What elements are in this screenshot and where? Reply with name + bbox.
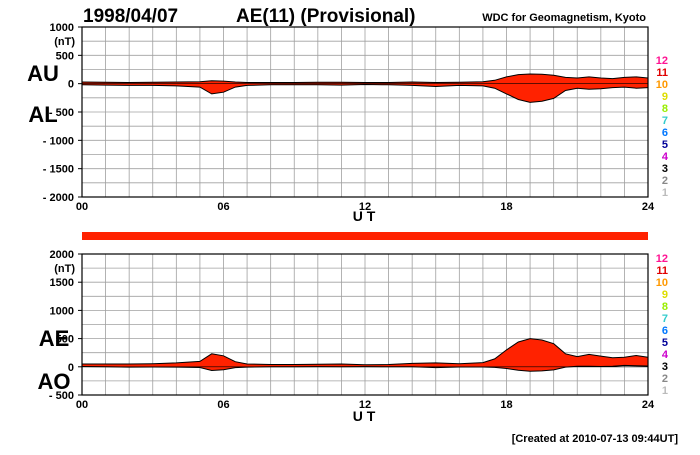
legend-item: 1	[662, 187, 668, 199]
legend-item: 7	[662, 313, 668, 325]
legend-item: 3	[662, 163, 668, 175]
date-title: 1998/04/07	[83, 6, 178, 27]
y-tick-label: 500	[56, 50, 74, 62]
y-tick-label: - 1500	[43, 164, 74, 176]
envelope-fill	[82, 338, 648, 372]
legend-item: 5	[662, 139, 668, 151]
x-tick-label: 24	[642, 201, 655, 213]
x-tick-label: 24	[642, 399, 655, 411]
legend-item: 11	[656, 265, 668, 277]
unit-label-bottom: (nT)	[54, 263, 75, 275]
x-tick-label: 06	[217, 201, 229, 213]
legend-item: 11	[656, 67, 668, 79]
legend-item: 5	[662, 337, 668, 349]
legend-item: 3	[662, 361, 668, 373]
y-tick-label: 2000	[50, 249, 74, 261]
legend-item: 4	[662, 349, 669, 361]
series-line-au	[81, 73, 649, 84]
y-tick-label: 0	[68, 79, 74, 91]
legend-item: 9	[662, 91, 668, 103]
series-line-al	[81, 83, 649, 103]
source-label: WDC for Geomagnetism, Kyoto	[482, 12, 646, 24]
al-label: AL	[28, 102, 57, 127]
legend-item: 7	[662, 115, 668, 127]
legend-item: 8	[662, 103, 668, 115]
y-tick-label: - 1000	[43, 135, 74, 147]
legend-item: 12	[656, 55, 668, 67]
y-tick-label: - 500	[49, 390, 74, 402]
legend-item: 8	[662, 301, 668, 313]
series-line-ae	[82, 338, 649, 366]
x-tick-label: 12	[359, 201, 371, 213]
series-line-ao	[81, 364, 649, 372]
legend-item: 2	[662, 175, 668, 187]
legend-item: 2	[662, 373, 668, 385]
y-tick-label: 500	[56, 334, 74, 346]
x-tick-label: 00	[76, 201, 88, 213]
y-tick-label: - 2000	[43, 192, 74, 204]
y-tick-label: 1000	[50, 22, 74, 34]
y-tick-label: - 500	[49, 107, 74, 119]
x-axis-label-bottom: U T	[353, 408, 376, 424]
x-tick-label: 06	[217, 399, 229, 411]
index-title: AE(11) (Provisional)	[236, 6, 416, 27]
legend-item: 10	[656, 277, 668, 289]
station-bar	[82, 232, 648, 240]
x-tick-label: 00	[76, 399, 88, 411]
legend-item: 12	[656, 253, 668, 265]
x-tick-label: 12	[359, 399, 371, 411]
created-timestamp: [Created at 2010-07-13 09:44UT]	[512, 433, 679, 445]
plot-frame	[81, 253, 649, 396]
y-tick-label: 0	[68, 362, 74, 374]
legend-item: 9	[662, 289, 668, 301]
legend-item: 6	[662, 127, 668, 139]
legend-item: 6	[662, 325, 668, 337]
legend-item: 4	[662, 151, 669, 163]
ao-label: AO	[38, 369, 71, 394]
unit-label-top: (nT)	[54, 36, 75, 48]
legend-item: 10	[656, 79, 668, 91]
y-tick-label: 1000	[50, 305, 74, 317]
au-label: AU	[27, 61, 59, 86]
x-tick-label: 18	[500, 399, 512, 411]
legend-item: 1	[662, 385, 668, 397]
y-tick-label: 1500	[50, 277, 74, 289]
ae-label: AE	[39, 326, 70, 351]
x-tick-label: 18	[500, 201, 512, 213]
x-axis-label-top: U T	[353, 208, 376, 224]
